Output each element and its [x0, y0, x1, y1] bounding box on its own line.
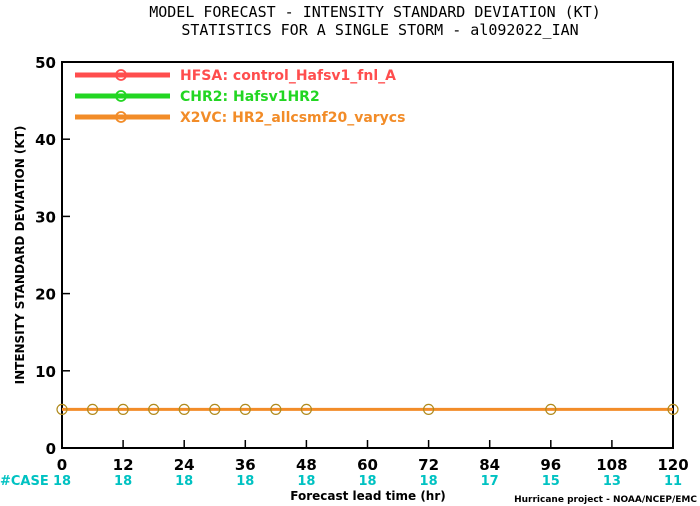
legend-entry: HFSA: control_Hafsv1_fnl_A: [180, 68, 396, 84]
data-point-marker: [300, 403, 312, 415]
x-tick-label: 12: [113, 456, 134, 474]
x-axis-label: Forecast lead time (hr): [290, 489, 446, 503]
credit-text: Hurricane project - NOAA/NCEP/EMC: [514, 495, 697, 505]
x-tick-label: 108: [596, 456, 627, 474]
legend-entry: X2VC: HR2_allcsmf20_varycs: [180, 110, 405, 126]
legend-swatch-marker: [115, 69, 127, 81]
case-count: 18: [236, 474, 254, 489]
y-tick-label: 10: [35, 363, 56, 381]
data-point-marker: [148, 403, 160, 415]
y-tick-label: 40: [35, 131, 56, 149]
case-count: 18: [358, 474, 376, 489]
legend-swatch-marker: [115, 90, 127, 102]
y-tick-label: 50: [35, 54, 56, 72]
data-point-marker: [270, 403, 282, 415]
case-count: 18: [175, 474, 193, 489]
data-point-marker: [117, 403, 129, 415]
y-tick-label: 30: [35, 208, 56, 226]
data-point-marker: [86, 403, 99, 415]
x-tick-label: 48: [296, 456, 317, 474]
y-axis-label: INTENSITY STANDARD DEVIATION (KT): [13, 126, 27, 385]
case-count: 18: [114, 474, 132, 489]
legend-entry: CHR2: Hafsv1HR2: [180, 89, 320, 105]
legend-swatch-marker: [115, 111, 127, 123]
y-tick-label: 0: [46, 440, 56, 458]
chart-subtitle: STATISTICS FOR A SINGLE STORM - al092022…: [181, 21, 578, 39]
x-tick-label: 24: [174, 456, 195, 474]
chart-title: MODEL FORECAST - INTENSITY STANDARD DEVI…: [149, 3, 601, 21]
x-tick-label: 96: [540, 456, 561, 474]
data-point-marker: [178, 403, 190, 415]
case-label: #CASE: [0, 474, 49, 489]
data-point-marker: [667, 403, 679, 415]
y-tick-label: 20: [35, 286, 56, 304]
x-tick-label: 120: [657, 456, 688, 474]
x-tick-label: 84: [479, 456, 500, 474]
case-count: 17: [481, 474, 499, 489]
case-count: 15: [542, 474, 560, 489]
x-tick-label: 60: [357, 456, 378, 474]
data-point-marker: [545, 403, 557, 415]
data-point-marker: [209, 403, 221, 415]
x-tick-label: 0: [57, 456, 67, 474]
data-point-marker: [239, 403, 251, 415]
case-count: 18: [53, 474, 71, 489]
case-count: 11: [664, 474, 682, 489]
x-tick-label: 72: [418, 456, 439, 474]
data-point-marker: [423, 403, 435, 415]
x-tick-label: 36: [235, 456, 256, 474]
case-count: 13: [603, 474, 621, 489]
case-count: 18: [420, 474, 438, 489]
data-point-marker: [56, 403, 68, 415]
case-count: 18: [297, 474, 315, 489]
